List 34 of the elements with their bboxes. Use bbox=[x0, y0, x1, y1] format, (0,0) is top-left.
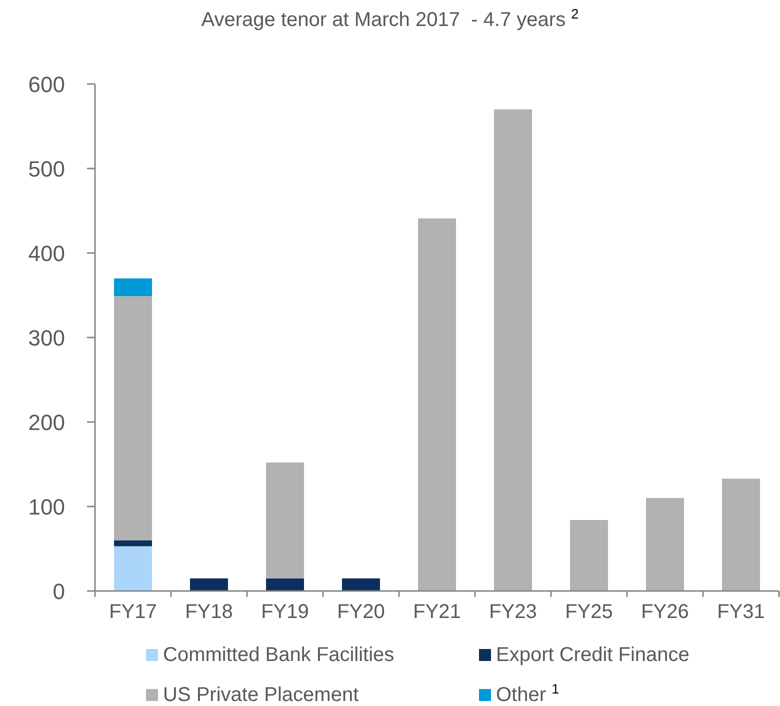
x-tick-label: FY20 bbox=[337, 601, 385, 623]
bar bbox=[342, 578, 380, 591]
y-tick-label: 400 bbox=[28, 240, 65, 266]
x-tick-label: FY18 bbox=[185, 601, 233, 623]
bar bbox=[114, 540, 152, 546]
x-tick-label: FY23 bbox=[489, 601, 537, 623]
x-tick-label: FY21 bbox=[413, 601, 461, 623]
bar bbox=[722, 478, 760, 591]
bar bbox=[494, 109, 532, 591]
chart-title: Average tenor at March 2017 - 4.7 years $^{2}$ bbox=[200, 6, 580, 32]
x-tick-label: FY19 bbox=[261, 601, 309, 623]
bar bbox=[190, 578, 228, 591]
x-tick-label: FY25 bbox=[565, 601, 613, 623]
x-tick-label: FY26 bbox=[641, 601, 689, 623]
x-tick-label: FY31 bbox=[717, 601, 765, 623]
y-tick-label: 0 bbox=[52, 578, 65, 604]
bar bbox=[570, 520, 608, 591]
bar bbox=[114, 278, 152, 296]
legend-label: US Private Placement bbox=[163, 684, 359, 706]
y-tick-label: 500 bbox=[28, 156, 65, 182]
y-tick-label: 600 bbox=[28, 72, 65, 97]
bar bbox=[266, 578, 304, 591]
y-tick-label: 200 bbox=[28, 410, 65, 435]
legend-label: Other $^{1}$ bbox=[496, 681, 560, 706]
y-tick-label: 300 bbox=[28, 325, 65, 350]
bar bbox=[114, 296, 152, 540]
bar bbox=[266, 462, 304, 578]
bar bbox=[418, 218, 456, 591]
x-tick-label: FY17 bbox=[109, 601, 157, 623]
y-tick-label: 100 bbox=[28, 494, 65, 520]
bar bbox=[114, 546, 152, 591]
legend-label: Export Credit Finance bbox=[496, 644, 690, 666]
legend-label: Committed Bank Facilities bbox=[163, 644, 394, 666]
bar bbox=[646, 498, 684, 591]
